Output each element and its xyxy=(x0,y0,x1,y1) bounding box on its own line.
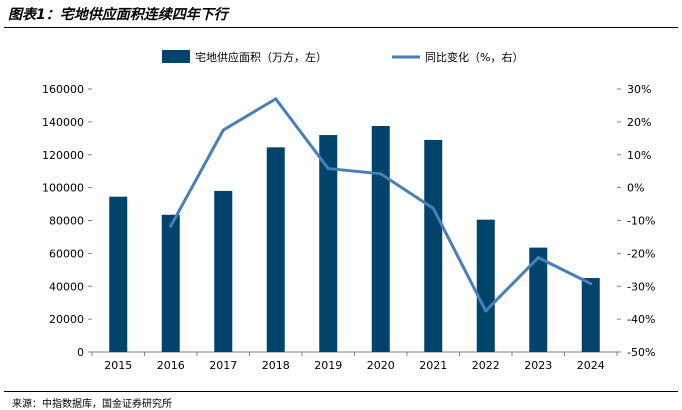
figure-title: 图表1：宅地供应面积连续四年下行 xyxy=(8,7,228,23)
legend-bar-label: 宅地供应面积（万方，左） xyxy=(195,50,327,64)
legend-line-label: 同比变化（%，右） xyxy=(425,50,523,64)
x-tick-label: 2018 xyxy=(262,359,290,372)
y-right-tick-label: 10% xyxy=(627,149,651,162)
y-right-tick-label: -20% xyxy=(627,247,655,260)
bar-2019 xyxy=(319,135,338,352)
y-right-tick-label: -10% xyxy=(627,215,655,228)
bar-2017 xyxy=(214,190,233,352)
y-left-tick-label: 80000 xyxy=(49,215,84,228)
x-tick-label: 2017 xyxy=(209,359,237,372)
y-left-tick-label: 0 xyxy=(77,346,84,359)
x-tick-label: 2021 xyxy=(419,359,447,372)
yoy-point-2017 xyxy=(221,128,225,132)
x-tick-label: 2015 xyxy=(104,359,132,372)
y-left-tick-label: 140000 xyxy=(42,116,84,129)
y-left-tick-label: 40000 xyxy=(49,280,84,293)
x-tick-label: 2022 xyxy=(472,359,500,372)
x-tick-label: 2016 xyxy=(157,359,185,372)
axes: 2015 2016 2017 2018 2019 2020 2021 2022 2023 2024… xyxy=(42,83,655,372)
bar-2018 xyxy=(266,147,285,352)
yoy-point-2023 xyxy=(536,256,540,260)
x-tick-label: 2019 xyxy=(314,359,342,372)
title-rule xyxy=(4,27,678,28)
x-tick-label: 2024 xyxy=(577,359,605,372)
y-right-tick-label: -40% xyxy=(627,313,655,326)
legend: 宅地供应面积（万方，左） 同比变化（%，右） xyxy=(162,50,523,64)
x-tick-label: 2020 xyxy=(367,359,395,372)
bar-2016 xyxy=(161,214,180,352)
bar-2020 xyxy=(371,125,390,352)
y-left-tick-label: 60000 xyxy=(49,247,84,260)
source-note: 来源：中指数据库，国金证券研究所 xyxy=(12,399,172,410)
legend-bar-swatch xyxy=(162,50,190,63)
bar-2024 xyxy=(581,278,600,352)
bar-2022 xyxy=(476,219,495,352)
line-series xyxy=(169,97,593,313)
y-right-tick-label: -30% xyxy=(627,280,655,293)
bar-series xyxy=(109,125,600,352)
bar-2023 xyxy=(529,247,548,352)
y-left-tick-label: 20000 xyxy=(49,313,84,326)
bar-2015 xyxy=(109,196,128,352)
yoy-point-2024 xyxy=(589,282,593,286)
yoy-point-2018 xyxy=(274,97,278,101)
y-right-tick-label: 0% xyxy=(627,182,644,195)
source-rule xyxy=(4,391,678,392)
y-right-tick-label: -50% xyxy=(627,346,655,359)
y-left-tick-label: 160000 xyxy=(42,83,84,96)
yoy-point-2020 xyxy=(379,172,383,176)
yoy-point-2021 xyxy=(431,206,435,210)
yoy-point-2022 xyxy=(484,309,488,313)
y-left-tick-label: 100000 xyxy=(42,182,84,195)
yoy-point-2016 xyxy=(169,224,173,228)
yoy-point-2019 xyxy=(326,167,330,171)
y-left-tick-label: 120000 xyxy=(42,149,84,162)
x-tick-label: 2023 xyxy=(524,359,552,372)
y-right-tick-label: 30% xyxy=(627,83,651,96)
bar-2021 xyxy=(424,139,443,352)
y-right-tick-label: 20% xyxy=(627,116,651,129)
